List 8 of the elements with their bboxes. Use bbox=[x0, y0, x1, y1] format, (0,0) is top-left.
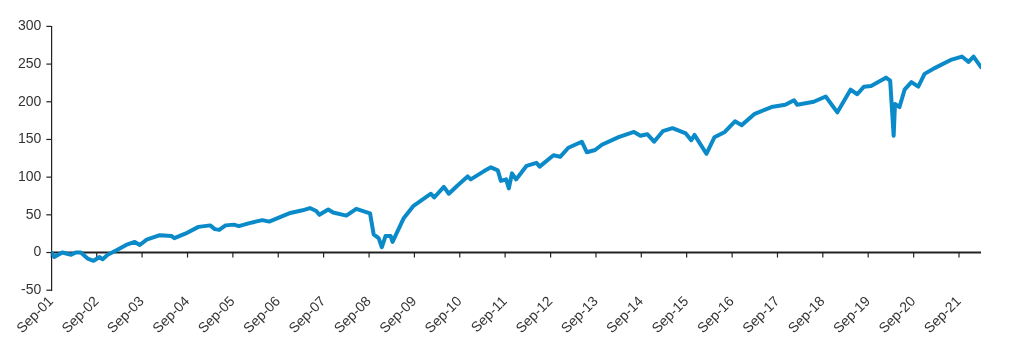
y-tick-label: 300 bbox=[18, 17, 42, 34]
y-tick-label: 250 bbox=[18, 54, 42, 71]
y-tick-label: 150 bbox=[18, 130, 42, 147]
y-tick-label: 50 bbox=[25, 205, 42, 222]
y-tick-label: -50 bbox=[21, 281, 42, 298]
y-tick-label: 200 bbox=[18, 92, 42, 109]
y-tick-label: 100 bbox=[18, 168, 42, 184]
y-tick-label: 0 bbox=[33, 243, 42, 260]
